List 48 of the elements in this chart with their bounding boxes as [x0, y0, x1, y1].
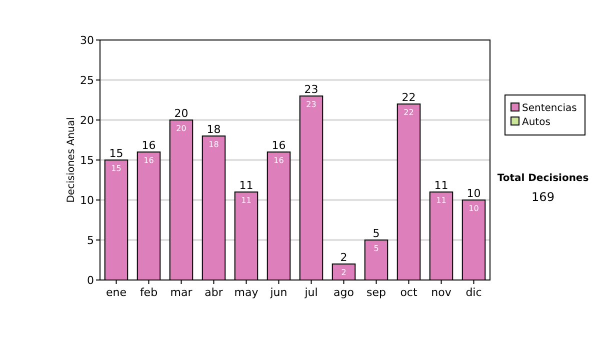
- total-label: 18: [206, 123, 221, 136]
- x-tick-label: dic: [466, 286, 482, 299]
- data-label: 10: [468, 204, 479, 213]
- total-label: 23: [304, 83, 318, 96]
- x-tick-label: feb: [140, 286, 158, 299]
- total-label: 20: [174, 107, 188, 120]
- total-label: 5: [372, 227, 380, 240]
- data-label: 16: [274, 156, 284, 165]
- x-tick-label: ene: [106, 286, 127, 299]
- y-tick-label: 0: [87, 274, 94, 287]
- data-label: 22: [404, 108, 414, 117]
- x-tick-label: oct: [400, 286, 418, 299]
- data-label: 16: [144, 156, 154, 165]
- x-tick-label: mar: [170, 286, 193, 299]
- total-label: 11: [434, 179, 448, 192]
- y-tick-label: 15: [80, 154, 94, 167]
- text: 169: [532, 190, 554, 204]
- data-label: 18: [208, 140, 219, 149]
- x-tick-label: jun: [269, 286, 288, 299]
- data-label: 11: [436, 196, 446, 205]
- x-tick-label: may: [234, 286, 259, 299]
- text: Total Decisiones: [497, 173, 589, 184]
- data-label: 2: [341, 268, 346, 277]
- data-label: 11: [241, 196, 252, 205]
- x-tick-label: abr: [204, 286, 224, 299]
- y-axis-title: Decisiones Anual: [66, 117, 77, 203]
- y-tick-label: 25: [80, 74, 94, 87]
- total-label: 16: [142, 139, 156, 152]
- total-label: 10: [466, 187, 481, 200]
- data-label: 23: [306, 100, 316, 109]
- x-tick-label: sep: [366, 286, 386, 299]
- total-label: 11: [239, 179, 254, 192]
- total-label: 15: [109, 147, 124, 160]
- y-tick-label: 30: [80, 34, 94, 47]
- total-label: 22: [402, 91, 416, 104]
- x-tick-label: nov: [431, 286, 452, 299]
- total-label: 2: [340, 251, 348, 264]
- y-tick-label: 20: [80, 114, 94, 127]
- y-tick-label: 5: [87, 234, 94, 247]
- data-label: 20: [176, 124, 186, 133]
- legend-label: Autos: [522, 117, 550, 128]
- x-tick-label: jul: [304, 286, 318, 299]
- x-tick-label: ago: [334, 286, 354, 299]
- legend-label: Sentencias: [522, 103, 577, 114]
- y-tick-label: 10: [80, 194, 94, 207]
- data-label: 5: [374, 244, 379, 253]
- total-label: 16: [272, 139, 286, 152]
- data-label: 15: [111, 164, 122, 173]
